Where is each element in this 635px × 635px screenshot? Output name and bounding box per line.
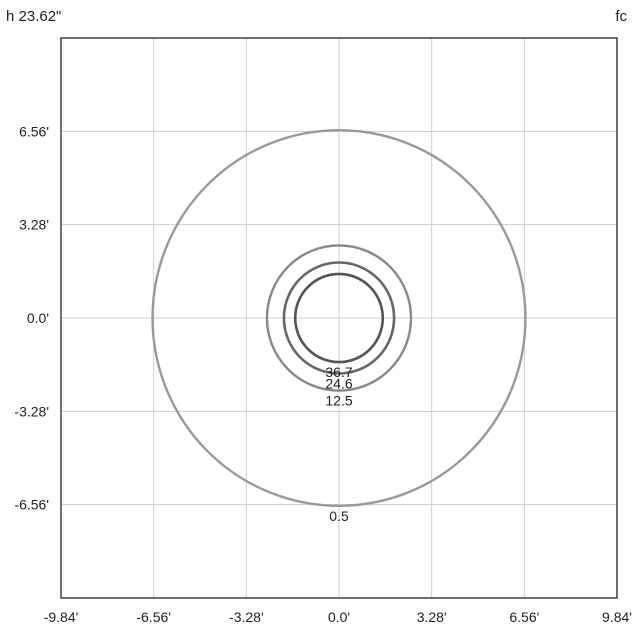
contour-label-0-5: 0.5 bbox=[329, 508, 349, 524]
x-tick-3-28: -3.28' bbox=[229, 609, 264, 625]
mounting-height-label: h 23.62" bbox=[6, 8, 62, 25]
contour-label-24-6: 24.6 bbox=[325, 375, 352, 391]
contours bbox=[151, 128, 527, 508]
axis-ticks: -9.84' -6.56' -3.28' 0.0' 3.28' 6.56' 9.84' 6.5… bbox=[14, 123, 632, 625]
y-tick-3-28: -3.28' bbox=[14, 403, 49, 419]
contour-24-6 bbox=[282, 261, 396, 375]
x-tick-9-84: -9.84' bbox=[44, 609, 79, 625]
unit-label: fc bbox=[615, 8, 627, 25]
x-tick-6-56: -6.56' bbox=[136, 609, 171, 625]
contour-36-7 bbox=[293, 272, 385, 364]
x-tick-9-84: 9.84' bbox=[602, 609, 632, 625]
contour-12-5 bbox=[265, 244, 413, 392]
y-tick-0-0: 0.0' bbox=[27, 310, 49, 326]
contour-label-36-7: 36.7 bbox=[325, 364, 352, 380]
x-tick-3-28: 3.28' bbox=[417, 609, 447, 625]
contour-0-5 bbox=[151, 128, 527, 508]
contour-labels: 36.724.6 12.5 0.5 bbox=[325, 364, 352, 524]
y-tick-3-28: 3.28' bbox=[19, 217, 49, 233]
contour-label-12-5: 12.5 bbox=[325, 393, 352, 409]
x-tick-0-0: 0.0' bbox=[328, 609, 350, 625]
y-tick-6-56: -6.56' bbox=[14, 497, 49, 513]
x-tick-6-56: 6.56' bbox=[509, 609, 539, 625]
plot-frame bbox=[60, 37, 618, 599]
y-tick-6-56: 6.56' bbox=[19, 123, 49, 139]
